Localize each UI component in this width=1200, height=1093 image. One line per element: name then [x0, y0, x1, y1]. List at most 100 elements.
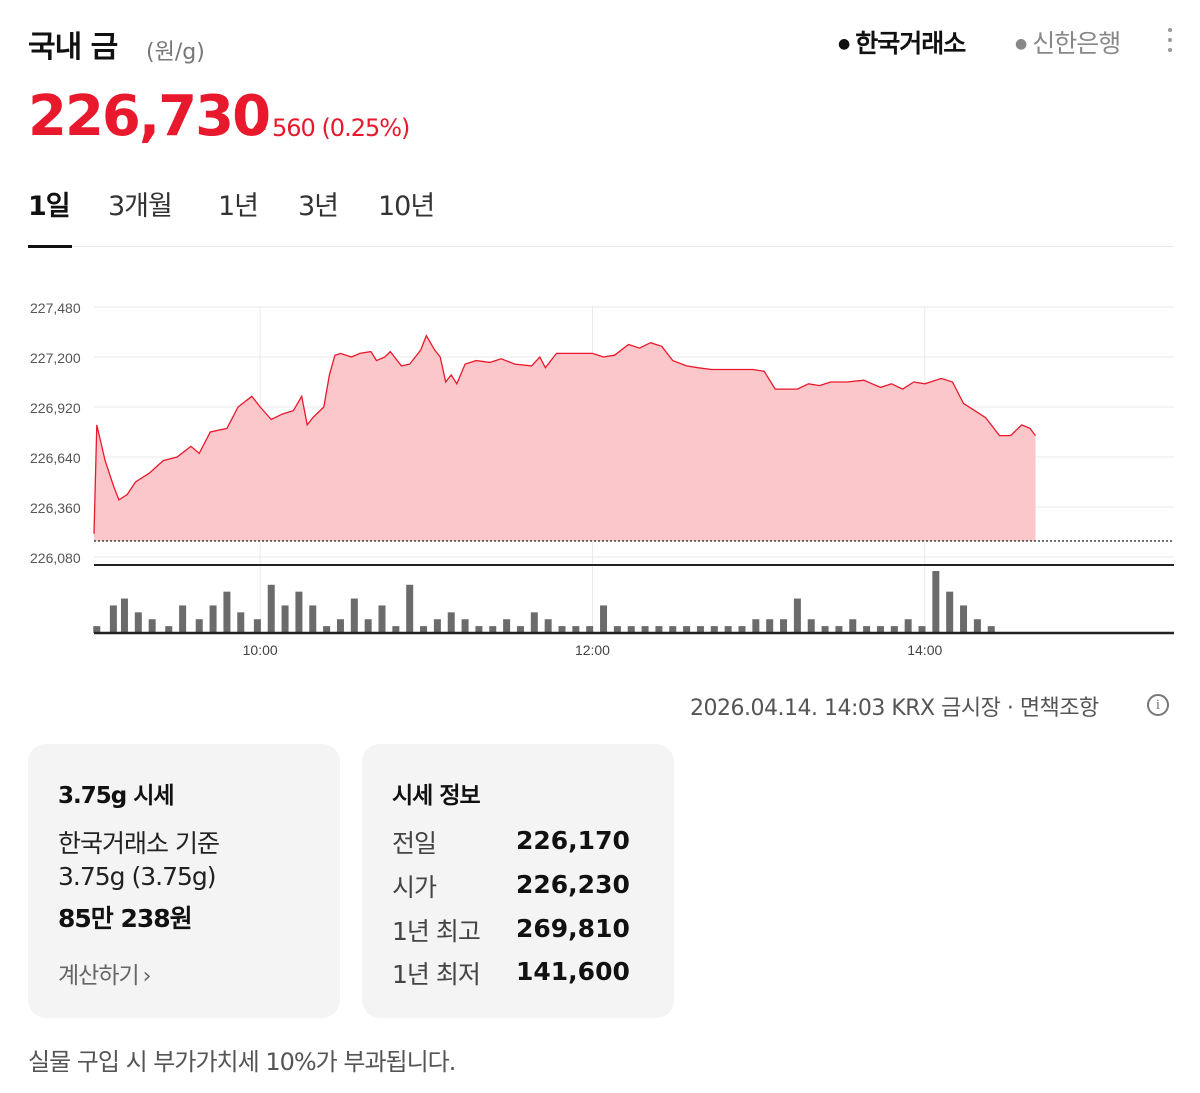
y-tick-label: 227,200 — [30, 350, 81, 366]
volume-bar — [752, 619, 760, 633]
volume-bar — [165, 626, 173, 633]
vat-note: 실물 구입 시 부가가치세 10%가 부과됩니다. — [28, 1048, 456, 1076]
page-title: 국내 금 — [28, 30, 118, 65]
volume-bar — [530, 612, 538, 633]
volume-bar — [724, 626, 732, 633]
volume-bar — [932, 571, 940, 633]
volume-bar — [447, 612, 455, 633]
amount-text: 3.75g (3.75g) — [58, 862, 217, 891]
info-label: 시가 — [392, 873, 437, 902]
volume-bar — [364, 619, 372, 633]
card-title: 시세 정보 — [392, 783, 481, 809]
volume-bar — [109, 605, 117, 633]
volume-bar — [323, 626, 331, 633]
volume-bar — [641, 626, 649, 633]
tab-3y[interactable]: 3년 — [298, 191, 339, 222]
current-price: 226,730 — [28, 84, 271, 149]
tab-3m[interactable]: 3개월 — [108, 191, 173, 222]
volume-bar — [120, 598, 128, 633]
volume-bar — [281, 605, 289, 633]
volume-bar — [134, 612, 142, 633]
calculate-link[interactable]: 계산하기 › — [58, 956, 151, 990]
calculate-label: 계산하기 — [58, 963, 140, 989]
up-arrow-icon — [252, 120, 266, 130]
tab-1y[interactable]: 1년 — [218, 191, 259, 222]
info-label: 전일 — [392, 829, 437, 858]
active-tab-indicator — [28, 245, 72, 248]
volume-bar — [600, 605, 608, 633]
volume-bar — [780, 619, 788, 633]
volume-bar — [544, 619, 552, 633]
price-chart[interactable]: 227,480 227,200 226,920 226,640 226,360 226,0… — [0, 270, 1200, 670]
volume-bar — [195, 619, 203, 633]
volume-bar — [503, 619, 511, 633]
volume-bar — [378, 605, 386, 633]
volume-bar — [807, 619, 815, 633]
volume-bar — [489, 626, 497, 633]
y-tick-label: 226,360 — [30, 500, 81, 516]
volume-bar — [863, 626, 871, 633]
volume-bar — [904, 619, 912, 633]
source-krx-label: 한국거래소 — [855, 29, 966, 58]
volume-bar — [710, 626, 718, 633]
basis-text: 한국거래소 기준 — [58, 829, 220, 858]
y-tick-label: 226,920 — [30, 400, 81, 416]
source-shinhan-label: 신한은행 — [1032, 29, 1121, 58]
info-label: 1년 최저 — [392, 960, 481, 989]
volume-bar — [586, 626, 594, 633]
x-tick-label: 12:00 — [575, 642, 610, 658]
volume-bar — [267, 584, 275, 633]
volume-bar — [179, 605, 187, 633]
volume-bar — [613, 626, 621, 633]
unit-label: (원/g) — [146, 40, 205, 65]
volume-bar — [960, 605, 968, 633]
volume-bar — [475, 626, 483, 633]
volume-bar — [336, 619, 344, 633]
volume-bar — [209, 605, 217, 633]
volume-bar — [876, 626, 884, 633]
info-icon[interactable]: i — [1147, 694, 1169, 716]
volume-bar — [433, 619, 441, 633]
volume-bar — [793, 598, 801, 633]
volume-bar — [849, 619, 857, 633]
volume-bar — [696, 626, 704, 633]
source-shinhan-option[interactable]: ● 신한은행 — [1015, 24, 1121, 60]
x-tick-label: 14:00 — [907, 642, 942, 658]
volume-bar — [516, 626, 524, 633]
volume-bar — [572, 626, 580, 633]
volume-bar — [683, 626, 691, 633]
y-tick-label: 227,480 — [30, 300, 81, 316]
volume-bar — [946, 591, 954, 633]
gram-value: 85만 238원 — [58, 904, 193, 933]
active-dot-icon: ● — [838, 36, 850, 52]
tab-divider — [28, 246, 1174, 247]
source-krx-option[interactable]: ● 한국거래소 — [838, 24, 966, 60]
volume-bar — [237, 612, 245, 633]
more-options-icon[interactable] — [1163, 28, 1177, 58]
gram-price-card: 3.75g 시세 한국거래소 기준 3.75g (3.75g) 85만 238원… — [28, 744, 340, 1018]
volume-bar — [223, 591, 231, 633]
y-tick-label: 226,080 — [30, 550, 81, 566]
price-area — [94, 335, 1036, 541]
info-value: 226,230 — [516, 870, 630, 899]
volume-bar — [973, 619, 981, 633]
info-label: 1년 최고 — [392, 917, 481, 946]
volume-bar — [835, 626, 843, 633]
quote-info-card: 시세 정보 전일 226,170 시가 226,230 1년 최고 269,81… — [362, 744, 674, 1018]
tab-1d[interactable]: 1일 — [28, 191, 71, 222]
volume-bar — [627, 626, 635, 633]
volume-bar — [918, 626, 926, 633]
price-change: 560 (0.25%) — [272, 114, 410, 142]
volume-bar — [669, 626, 677, 633]
tab-10y[interactable]: 10년 — [378, 191, 435, 222]
y-tick-label: 226,640 — [30, 450, 81, 466]
info-value: 226,170 — [516, 826, 630, 855]
x-tick-label: 10:00 — [243, 642, 278, 658]
volume-bar — [420, 626, 428, 633]
volume-bar — [253, 619, 261, 633]
volume-bar — [309, 605, 317, 633]
inactive-dot-icon: ● — [1015, 36, 1027, 52]
volume-bar — [461, 619, 469, 633]
volume-bar — [93, 626, 101, 633]
volume-bar — [350, 598, 358, 633]
